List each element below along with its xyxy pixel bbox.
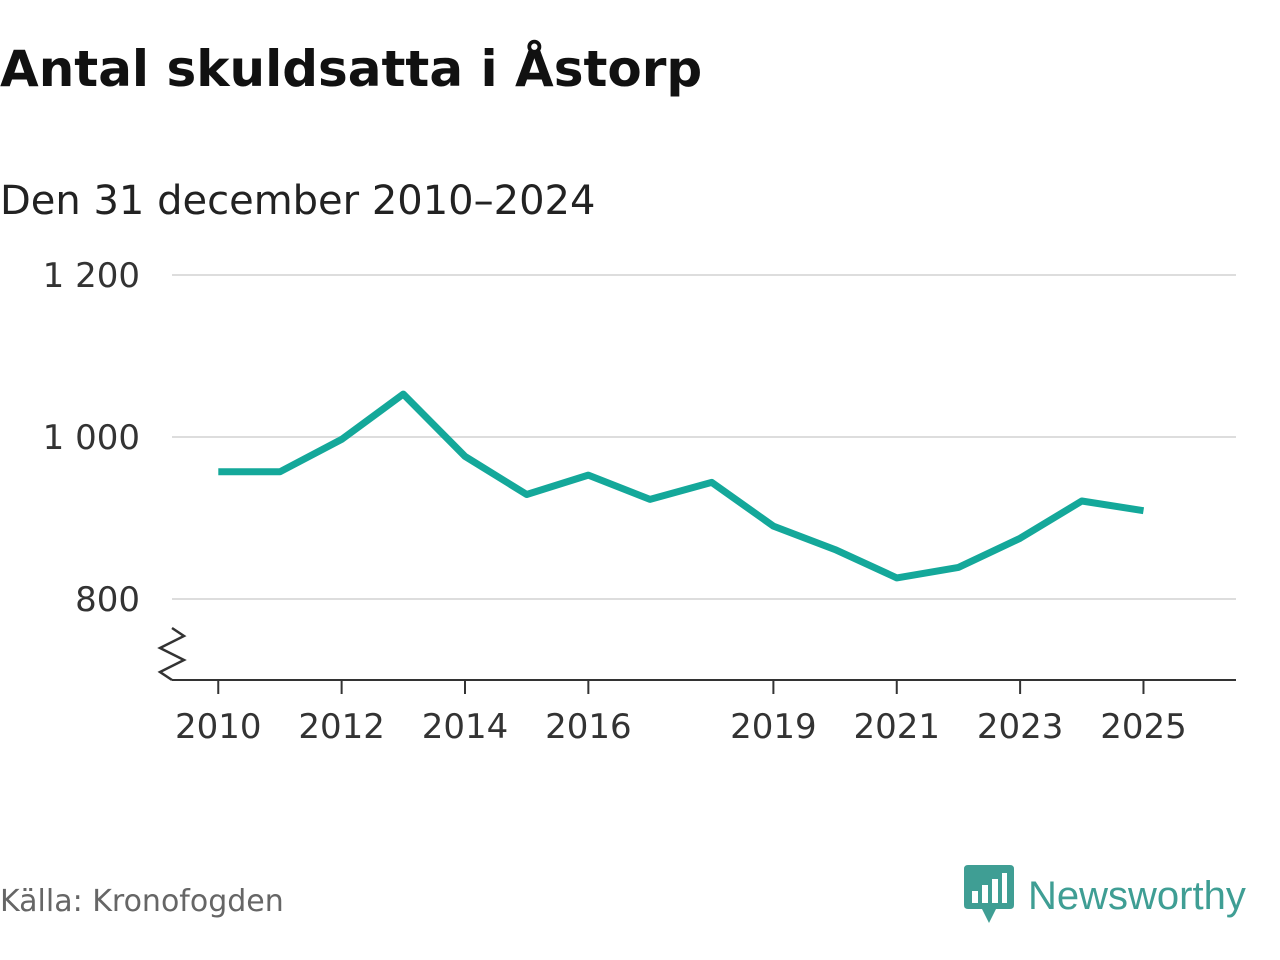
x-tick-label: 2025 [1100,707,1187,747]
x-tick-label: 2021 [853,707,940,747]
series-layer [218,390,1145,582]
x-tick-label: 2010 [175,707,262,747]
source-note: Källa: Kronofogden [0,884,284,919]
brand-logo: Newsworthy [964,864,1246,928]
grid-lines [172,274,1236,600]
y-tick-label: 800 [75,580,140,620]
x-tick-label: 2023 [977,707,1064,747]
newsworthy-logo-icon [964,865,1014,923]
y-tick-label: 1 200 [43,256,140,296]
series-line [218,390,1145,582]
line-chart: 800 1 000 1 200 2010 2012 2014 2016 2019 2021 202… [43,256,1236,747]
x-tick-label: 2014 [422,707,509,747]
chart-title: Antal skuldsatta i Åstorp [0,40,703,98]
axis-break-icon [157,626,187,682]
axes [157,626,1236,694]
y-tick-label: 1 000 [43,418,140,458]
x-tick-label: 2019 [730,707,817,747]
brand-name: Newsworthy [1028,873,1246,918]
chart-subtitle: Den 31 december 2010–2024 [0,178,596,224]
x-tick-label: 2012 [298,707,385,747]
tick-labels: 800 1 000 1 200 2010 2012 2014 2016 2019 2021 202… [43,256,1187,747]
x-tick-label: 2016 [545,707,632,747]
